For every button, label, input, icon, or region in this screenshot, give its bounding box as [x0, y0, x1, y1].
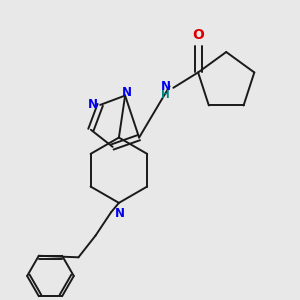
Text: H: H — [161, 90, 170, 100]
Text: O: O — [192, 28, 204, 42]
Text: N: N — [160, 80, 171, 93]
Text: N: N — [122, 86, 132, 99]
Text: N: N — [115, 207, 124, 220]
Text: N: N — [88, 98, 98, 111]
